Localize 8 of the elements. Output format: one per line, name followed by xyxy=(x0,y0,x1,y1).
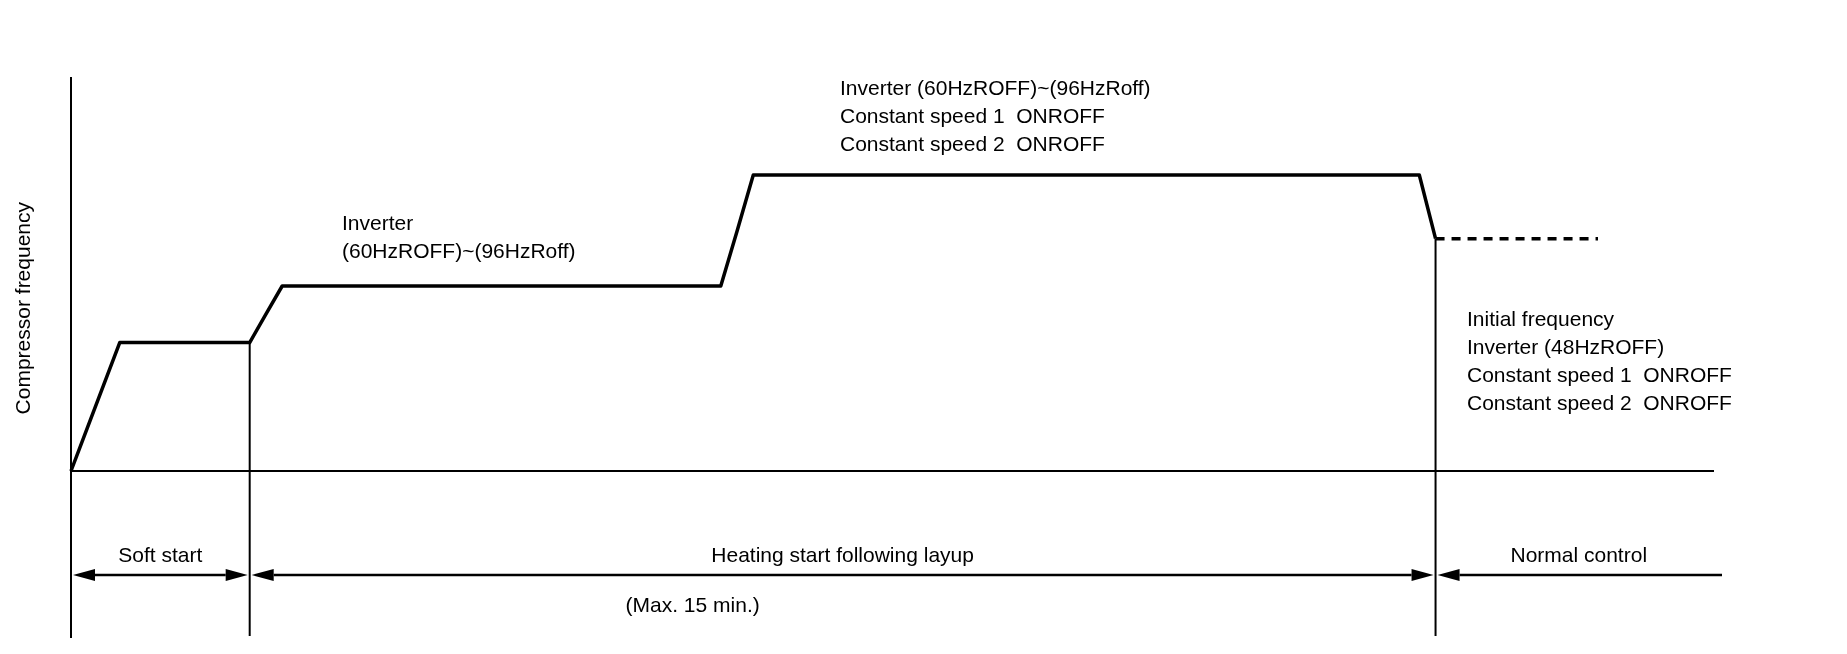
text: Heating start following layup xyxy=(711,543,974,566)
y-axis-title: Compressor frequency xyxy=(11,201,34,415)
annotation: Initial frequency Inverter (48HzROFF) Constant speed 1 ONROFF Constant speed 2 ONROFF xyxy=(1467,307,1732,414)
text: (Max. 15 min.) xyxy=(625,593,760,616)
text: Normal control xyxy=(1510,543,1648,566)
text: Inverter (60HzROFF)~(96HzRoff) Constant speed 1 ONROFF Constant speed 2 ONROFF xyxy=(840,76,1151,155)
annotation: Inverter (60HzROFF)~(96HzRoff) xyxy=(342,211,576,262)
text: Soft start xyxy=(118,543,203,566)
